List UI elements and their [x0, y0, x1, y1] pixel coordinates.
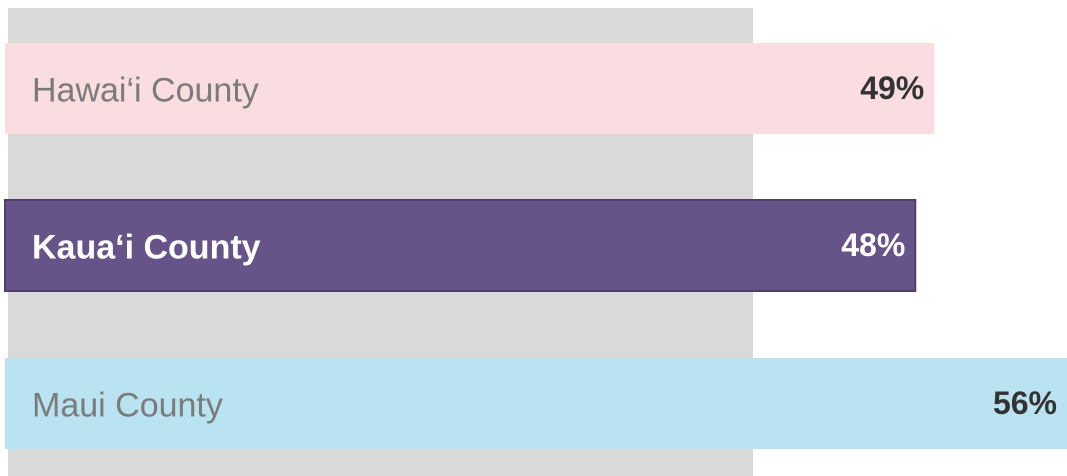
- bar: [5, 358, 1067, 449]
- category-label: Hawai‘i County: [32, 71, 259, 109]
- category-label: Maui County: [32, 386, 223, 424]
- category-label: Kaua‘i County: [32, 228, 261, 266]
- bar: [5, 43, 935, 134]
- bar: [4, 199, 917, 292]
- value-label: 49%: [860, 70, 924, 106]
- value-label: 48%: [841, 227, 905, 263]
- value-label: 56%: [993, 385, 1057, 421]
